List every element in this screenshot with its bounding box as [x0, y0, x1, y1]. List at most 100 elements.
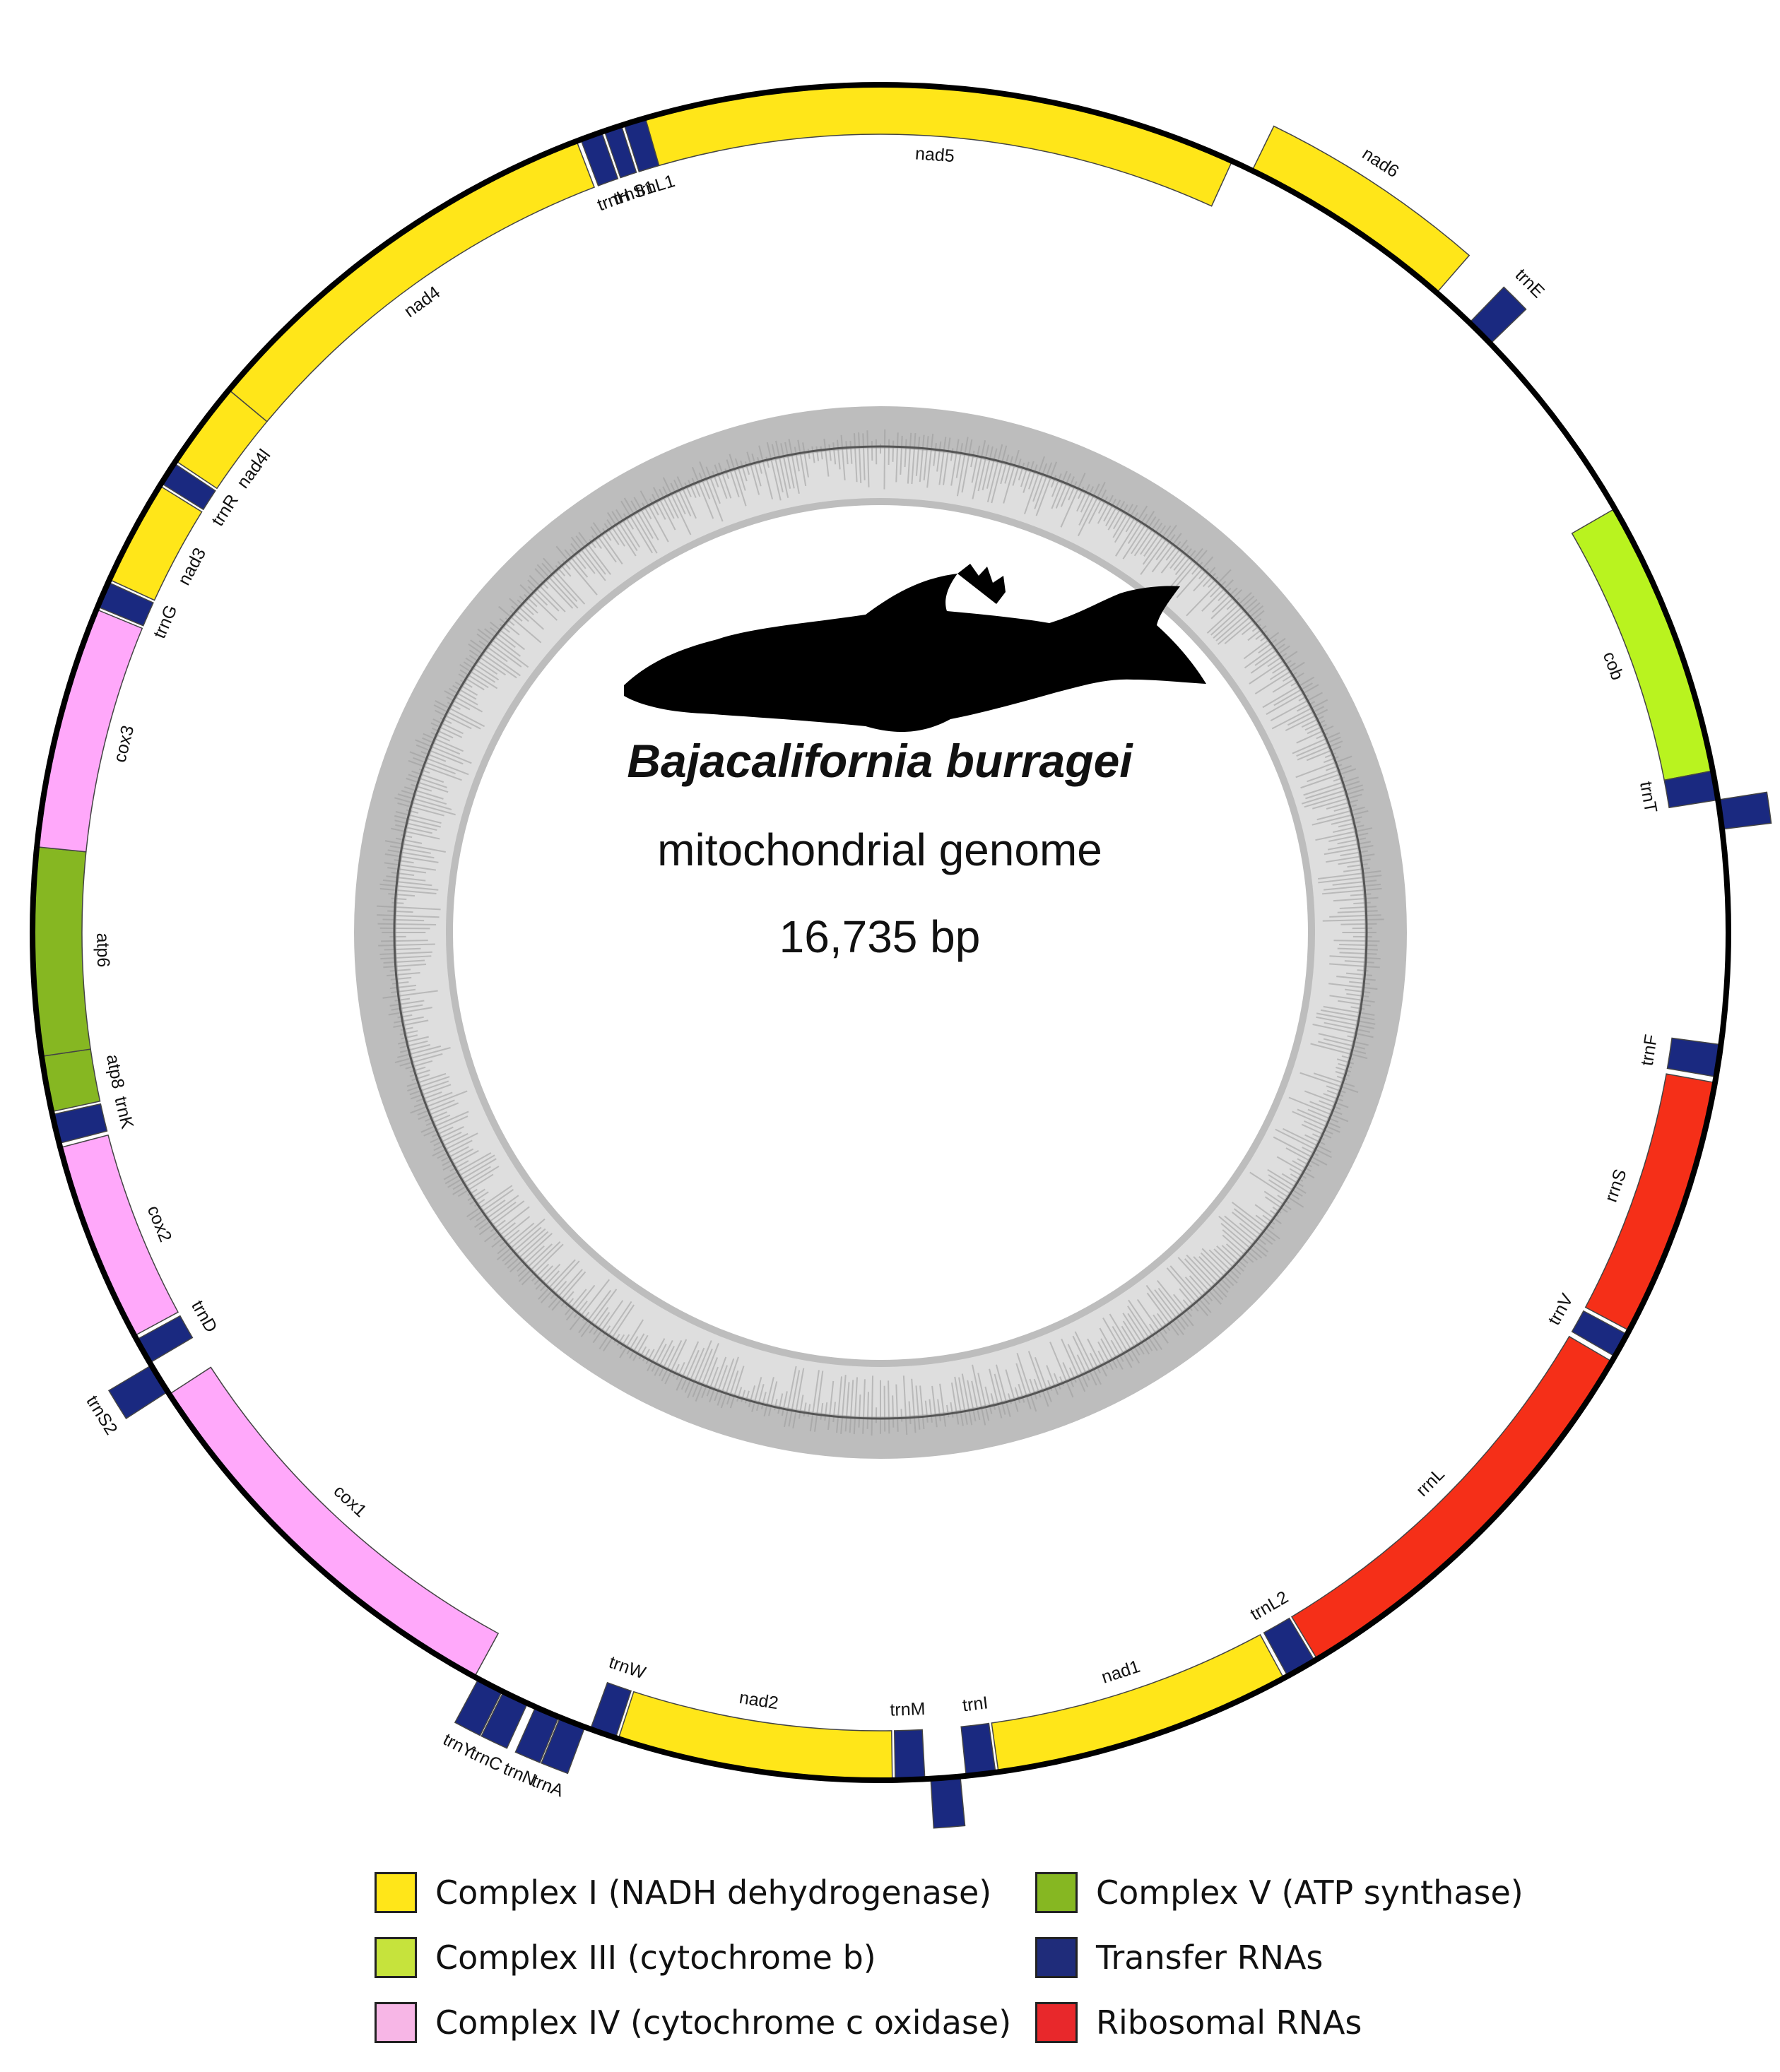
- gc-tick: [384, 947, 421, 951]
- gc-tick: [904, 439, 907, 468]
- gc-tick: [662, 477, 692, 535]
- gene-trnf: [1666, 1037, 1722, 1078]
- gc-tick: [384, 853, 439, 863]
- gc-tick: [1047, 1380, 1053, 1391]
- gc-tick: [1033, 1378, 1042, 1398]
- gc-tick: [1231, 1202, 1280, 1240]
- gc-tick: [836, 1376, 843, 1433]
- gc-tick: [1003, 449, 1020, 504]
- gc-tick: [1266, 684, 1319, 715]
- gc-tick: [1347, 1035, 1359, 1039]
- gc-tick: [1099, 1327, 1124, 1370]
- gc-tick: [766, 442, 782, 501]
- gc-tick: [676, 1361, 685, 1380]
- gene-trne: [1468, 286, 1527, 345]
- gc-tick: [379, 888, 437, 895]
- gc-tick: [447, 701, 461, 710]
- gene-label-atp8: atp8: [102, 1053, 128, 1090]
- gc-tick: [853, 433, 858, 483]
- gc-tick: [1179, 1288, 1199, 1312]
- gc-tick: [1307, 1108, 1339, 1123]
- gc-tick: [388, 1007, 432, 1016]
- gc-tick: [413, 1091, 453, 1108]
- gc-tick: [1303, 776, 1359, 796]
- gc-tick: [590, 526, 617, 563]
- gc-tick: [1335, 1070, 1350, 1077]
- gc-tick: [409, 1069, 430, 1077]
- gc-tick: [866, 430, 870, 487]
- gc-tick: [1103, 498, 1117, 522]
- gc-tick: [1216, 1245, 1244, 1272]
- gc-tick: [673, 1363, 680, 1377]
- gc-tick: [519, 596, 538, 614]
- gc-tick: [714, 1365, 728, 1402]
- gc-tick: [477, 628, 529, 668]
- gc-tick: [1157, 1279, 1194, 1327]
- gc-tick: [1254, 661, 1305, 694]
- gc-tick: [527, 579, 560, 612]
- gc-tick: [1326, 799, 1358, 810]
- gc-tick: [1189, 1275, 1213, 1302]
- gc-tick: [406, 777, 449, 793]
- genome-size-label: 16,735 bp: [779, 911, 981, 962]
- gc-tick: [820, 1402, 824, 1420]
- legend-swatch: [1035, 1937, 1078, 1978]
- gc-tick: [972, 440, 986, 499]
- gc-tick: [1100, 1338, 1118, 1369]
- gc-tick: [467, 1188, 485, 1202]
- gc-tick: [1016, 1352, 1037, 1412]
- gc-tick: [555, 564, 566, 576]
- gc-tick: [639, 490, 669, 543]
- gc-tick: [582, 1311, 590, 1321]
- gc-tick: [758, 445, 774, 499]
- gc-tick: [399, 1030, 418, 1036]
- gc-tick: [744, 1390, 750, 1404]
- gene-label-trnl2: trnL2: [1247, 1587, 1292, 1625]
- gc-tick: [1304, 720, 1326, 731]
- gc-tick: [1247, 625, 1267, 641]
- legend-label: Complex III (cytochrome b): [435, 1938, 876, 1977]
- gc-tick: [1269, 662, 1296, 680]
- gene-label-trne: trnE: [1511, 265, 1548, 302]
- gc-tick: [950, 1402, 954, 1418]
- gc-tick: [1140, 524, 1177, 575]
- gc-tick: [1329, 963, 1380, 969]
- gc-tick: [391, 1004, 423, 1011]
- gc-tick: [1200, 1252, 1234, 1286]
- gc-tick: [1287, 706, 1325, 726]
- gc-tick: [425, 1114, 451, 1126]
- gc-tick: [619, 1334, 630, 1349]
- gc-tick: [433, 1131, 462, 1147]
- gc-tick: [1339, 906, 1377, 909]
- gc-tick: [550, 1281, 567, 1299]
- gc-tick: [1224, 610, 1265, 644]
- gc-tick: [496, 1218, 546, 1261]
- gc-tick: [423, 1115, 468, 1137]
- gc-tick: [592, 522, 623, 564]
- gc-tick: [673, 479, 692, 517]
- gc-tick: [435, 700, 485, 728]
- gc-tick: [399, 1040, 428, 1049]
- gc-tick: [391, 872, 415, 876]
- gene-label-rrns: rrnS: [1601, 1166, 1631, 1204]
- gc-tick: [775, 440, 789, 498]
- gc-tick: [986, 444, 1003, 503]
- gc-tick: [504, 1228, 546, 1266]
- gc-tick: [395, 810, 442, 824]
- gc-tick: [417, 1099, 455, 1115]
- gc-tick: [1304, 788, 1364, 808]
- gc-tick: [1109, 1313, 1141, 1364]
- gc-tick: [1338, 1062, 1352, 1069]
- gc-tick: [1295, 755, 1352, 779]
- gc-tick: [1340, 850, 1368, 857]
- gc-tick: [620, 500, 654, 554]
- gc-tick: [411, 783, 432, 792]
- gc-tick: [1324, 1022, 1370, 1033]
- genome-backbone-circle: [30, 82, 1731, 1783]
- gc-tick: [1307, 765, 1352, 783]
- gc-tick: [1304, 1090, 1349, 1108]
- gc-tick: [803, 1402, 807, 1417]
- gc-tick: [813, 1371, 824, 1432]
- gc-tick: [760, 1392, 767, 1409]
- gc-tick: [1255, 1214, 1275, 1230]
